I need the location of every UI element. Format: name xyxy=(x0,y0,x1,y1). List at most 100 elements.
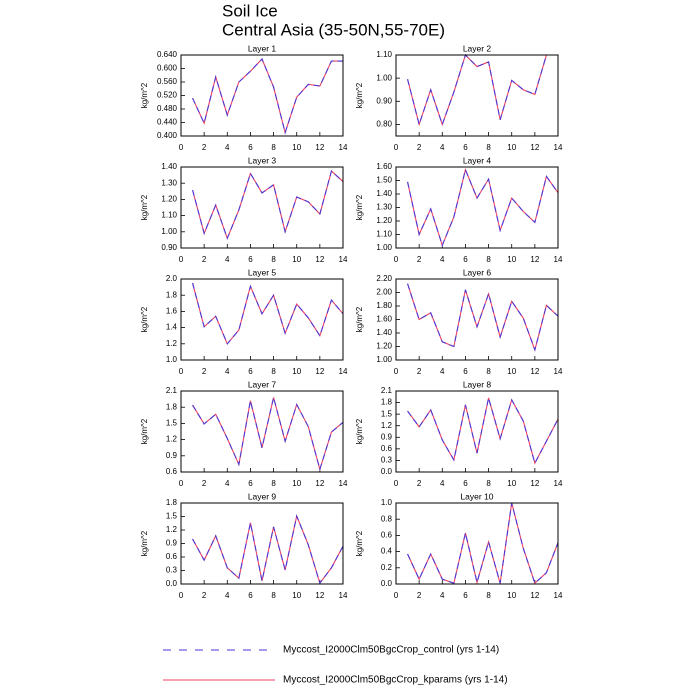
y-tick-label: 1.5 xyxy=(381,409,393,418)
y-tick-label: 1.4 xyxy=(166,323,178,332)
y-tick-label: 0.9 xyxy=(166,451,178,460)
series-line xyxy=(407,283,559,352)
panel-title: Layer 5 xyxy=(248,267,277,277)
y-tick-label: 0.0 xyxy=(166,579,178,588)
panel: Layer 1 kg/m^2 0.400 0.440 0.480 0.520 0.560 0.… xyxy=(140,43,348,152)
x-tick-label: 8 xyxy=(486,143,491,152)
panel: Layer 7 kg/m^2 0.6 0.9 1.2 1.5 1.8 2.1 0 2 4 6 8 10 12… xyxy=(140,379,348,488)
x-tick-label: 4 xyxy=(225,591,230,600)
x-tick-label: 8 xyxy=(271,367,276,376)
y-tick-label: 0.4 xyxy=(381,547,393,556)
x-tick-label: 2 xyxy=(202,479,207,488)
y-tick-label: 1.40 xyxy=(376,328,392,337)
y-tick-label: 0.600 xyxy=(157,64,178,73)
y-tick-label: 0.8 xyxy=(381,514,393,523)
x-tick-label: 4 xyxy=(225,479,230,488)
series-line xyxy=(407,502,559,585)
x-tick-label: 4 xyxy=(440,591,445,600)
x-tick-label: 12 xyxy=(315,479,324,488)
y-tick-label: 1.20 xyxy=(161,195,177,204)
series-line xyxy=(192,514,344,585)
y-tick-label: 0.3 xyxy=(166,566,178,575)
y-tick-label: 1.0 xyxy=(381,498,393,507)
y-tick-label: 1.10 xyxy=(376,230,392,239)
x-tick-label: 12 xyxy=(315,143,324,152)
x-tick-label: 8 xyxy=(271,143,276,152)
x-tick-label: 6 xyxy=(463,367,468,376)
y-tick-label: 1.60 xyxy=(376,162,392,171)
x-tick-label: 6 xyxy=(463,143,468,152)
y-tick-label: 0.9 xyxy=(166,539,178,548)
y-tick-label: 1.80 xyxy=(376,301,392,310)
panel-title: Layer 6 xyxy=(463,267,492,277)
series-line xyxy=(192,397,344,472)
series-line xyxy=(192,170,344,240)
y-tick-label: 1.20 xyxy=(376,342,392,351)
x-tick-label: 4 xyxy=(225,367,230,376)
y-tick-label: 0.6 xyxy=(381,444,393,453)
y-tick-label: 0.0 xyxy=(381,467,393,476)
x-tick-label: 8 xyxy=(486,591,491,600)
x-tick-label: 12 xyxy=(315,591,324,600)
x-tick-label: 12 xyxy=(530,591,539,600)
x-tick-label: 14 xyxy=(554,255,563,264)
x-tick-label: 6 xyxy=(248,143,253,152)
x-tick-label: 4 xyxy=(440,479,445,488)
plot-frame xyxy=(180,390,344,473)
x-tick-label: 4 xyxy=(225,143,230,152)
y-tick-label: 1.10 xyxy=(376,50,392,59)
x-tick-label: 12 xyxy=(530,255,539,264)
y-axis-label: kg/m^2 xyxy=(355,82,364,108)
x-tick-label: 6 xyxy=(463,591,468,600)
y-axis-label: kg/m^2 xyxy=(140,306,149,332)
panel-title: Layer 8 xyxy=(463,379,492,389)
x-tick-label: 6 xyxy=(248,479,253,488)
x-tick-label: 8 xyxy=(486,255,491,264)
x-tick-label: 0 xyxy=(394,479,399,488)
series-line xyxy=(192,58,343,135)
y-tick-label: 1.5 xyxy=(166,512,178,521)
y-tick-label: 2.1 xyxy=(166,386,178,395)
x-tick-label: 12 xyxy=(315,255,324,264)
plot-frame xyxy=(180,502,344,585)
y-tick-label: 0.0 xyxy=(381,579,393,588)
y-tick-label: 1.00 xyxy=(376,355,392,364)
y-tick-label: 1.2 xyxy=(381,421,393,430)
x-tick-label: 8 xyxy=(271,591,276,600)
y-axis-label: kg/m^2 xyxy=(355,530,364,556)
x-tick-label: 2 xyxy=(202,367,207,376)
x-tick-label: 4 xyxy=(225,255,230,264)
y-tick-label: 0.3 xyxy=(381,456,393,465)
plot-frame xyxy=(395,390,559,473)
y-tick-label: 0.480 xyxy=(157,104,178,113)
y-axis-label: kg/m^2 xyxy=(140,530,149,556)
y-tick-label: 0.640 xyxy=(157,50,178,59)
plot-frame xyxy=(395,502,559,585)
y-tick-label: 1.30 xyxy=(376,203,392,212)
panel-title: Layer 7 xyxy=(248,379,277,389)
y-tick-label: 1.20 xyxy=(376,216,392,225)
y-tick-label: 1.10 xyxy=(161,211,177,220)
x-tick-label: 10 xyxy=(292,479,301,488)
y-tick-label: 0.90 xyxy=(161,243,177,252)
x-tick-label: 14 xyxy=(339,591,348,600)
series-line xyxy=(407,502,559,585)
x-tick-label: 0 xyxy=(394,143,399,152)
x-tick-label: 8 xyxy=(271,479,276,488)
y-tick-label: 1.00 xyxy=(376,73,392,82)
panel: Layer 3 kg/m^2 0.90 1.00 1.10 1.20 1.30 1.40 0 2 4… xyxy=(140,155,348,264)
y-tick-label: 1.40 xyxy=(376,189,392,198)
x-tick-label: 10 xyxy=(292,367,301,376)
x-tick-label: 6 xyxy=(463,255,468,264)
x-tick-label: 2 xyxy=(417,143,422,152)
series-line xyxy=(192,170,344,240)
y-tick-label: 1.8 xyxy=(166,498,178,507)
x-tick-label: 10 xyxy=(507,367,516,376)
x-tick-label: 12 xyxy=(315,367,324,376)
panel-title: Layer 9 xyxy=(248,491,277,501)
series-line xyxy=(407,167,559,247)
x-tick-label: 2 xyxy=(202,255,207,264)
y-axis-label: kg/m^2 xyxy=(140,194,149,220)
legend-label: Myccost_I2000Clm50BgcCrop_kparams (yrs 1… xyxy=(283,675,508,686)
